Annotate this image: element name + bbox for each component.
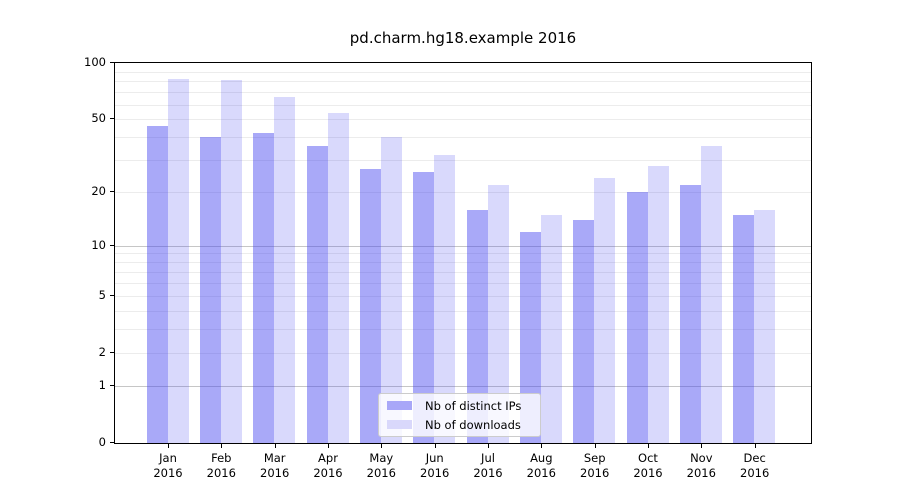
y-tick-label: 0 <box>98 435 106 449</box>
bar-downloads <box>220 80 242 443</box>
x-tick <box>274 444 276 448</box>
x-tick <box>221 444 223 448</box>
y-tick-label: 100 <box>84 55 106 69</box>
y-gridline-minor <box>115 71 811 73</box>
y-tick-label: 50 <box>91 111 106 126</box>
x-tick <box>434 444 436 448</box>
x-tick <box>594 444 596 448</box>
y-gridline-minor <box>115 92 811 93</box>
x-tick-label: Dec 2016 <box>740 451 770 480</box>
y-tick-label: 10 <box>91 237 106 252</box>
y-gridline-minor <box>115 328 811 330</box>
legend-swatch-distinct-ips <box>387 401 412 410</box>
y-gridline-minor <box>115 282 811 284</box>
x-tick <box>754 444 756 448</box>
y-gridline-minor <box>115 104 811 106</box>
bar-distinct-ips <box>626 192 648 443</box>
y-tick <box>110 294 114 296</box>
bar-distinct-ips <box>413 171 435 443</box>
bar-downloads <box>487 184 509 443</box>
y-tick-label: 1 <box>98 377 106 392</box>
x-tick-label: Jul 2016 <box>473 451 503 480</box>
bar-downloads <box>434 155 456 443</box>
bar-downloads <box>700 145 722 443</box>
x-tick-label: Jan 2016 <box>153 451 183 480</box>
y-gridline-minor <box>115 81 811 83</box>
y-tick <box>110 384 114 386</box>
y-gridline-minor <box>115 119 811 121</box>
bar-distinct-ips <box>573 220 595 443</box>
x-tick <box>541 444 543 448</box>
y-tick <box>110 118 114 120</box>
legend-row-downloads: Nb of downloads <box>387 418 532 432</box>
bar-distinct-ips <box>733 214 755 443</box>
legend-row-distinct-ips: Nb of distinct IPs <box>387 399 532 413</box>
y-tick <box>110 442 114 443</box>
y-tick <box>110 62 114 63</box>
bar-distinct-ips <box>359 168 381 443</box>
x-tick-label: Nov 2016 <box>686 451 716 480</box>
y-tick <box>110 191 114 193</box>
y-gridline-minor <box>115 192 811 194</box>
bar-distinct-ips <box>519 231 541 443</box>
plot-area <box>114 62 812 444</box>
y-gridline-minor <box>115 160 811 162</box>
x-tick <box>168 444 169 448</box>
x-tick-label: Apr 2016 <box>313 451 343 480</box>
bar-downloads <box>327 113 349 443</box>
bar-downloads <box>754 209 776 443</box>
y-gridline-minor <box>115 253 811 255</box>
x-tick <box>701 444 703 448</box>
bar-distinct-ips <box>466 209 488 443</box>
x-tick-label: Mar 2016 <box>260 451 290 480</box>
y-gridline-minor <box>115 352 811 354</box>
x-tick-label: Aug 2016 <box>526 451 556 480</box>
x-tick-label: Sep 2016 <box>580 451 610 480</box>
bar-downloads <box>274 96 296 443</box>
bar-distinct-ips <box>306 145 328 443</box>
bar-distinct-ips <box>146 126 168 443</box>
y-gridline-minor <box>115 271 811 273</box>
x-tick <box>381 444 383 448</box>
y-tick-label: 5 <box>98 287 106 302</box>
y-gridline-minor <box>115 262 811 264</box>
y-tick <box>110 351 114 353</box>
x-tick-label: May 2016 <box>366 451 396 480</box>
chart-title: pd.charm.hg18.example 2016 <box>349 29 577 47</box>
x-tick-label: Feb 2016 <box>206 451 236 480</box>
y-tick-label: 2 <box>98 344 106 359</box>
legend-label-downloads: Nb of downloads <box>425 417 521 432</box>
legend: Nb of distinct IPs Nb of downloads <box>378 393 541 437</box>
bar-downloads <box>594 178 616 443</box>
bar-downloads <box>647 165 669 443</box>
bar-downloads <box>167 79 189 443</box>
y-tick <box>110 244 114 246</box>
x-tick-label: Jun 2016 <box>420 451 450 480</box>
legend-label-distinct-ips: Nb of distinct IPs <box>425 398 522 413</box>
x-tick <box>648 444 649 448</box>
x-tick-label: Oct 2016 <box>633 451 663 480</box>
legend-swatch-downloads <box>387 420 412 429</box>
bar-distinct-ips <box>679 184 701 443</box>
bar-distinct-ips <box>199 137 221 443</box>
x-tick <box>488 444 489 448</box>
y-gridline-minor <box>115 295 811 297</box>
x-tick <box>328 444 329 448</box>
bar-distinct-ips <box>253 133 275 443</box>
y-gridline-minor <box>115 310 811 312</box>
bar-downloads <box>380 137 402 443</box>
bar-downloads <box>540 214 562 443</box>
y-tick-label: 20 <box>91 184 106 199</box>
y-gridline-major <box>115 245 811 247</box>
y-gridline-major <box>115 385 811 387</box>
y-gridline-minor <box>115 137 811 139</box>
